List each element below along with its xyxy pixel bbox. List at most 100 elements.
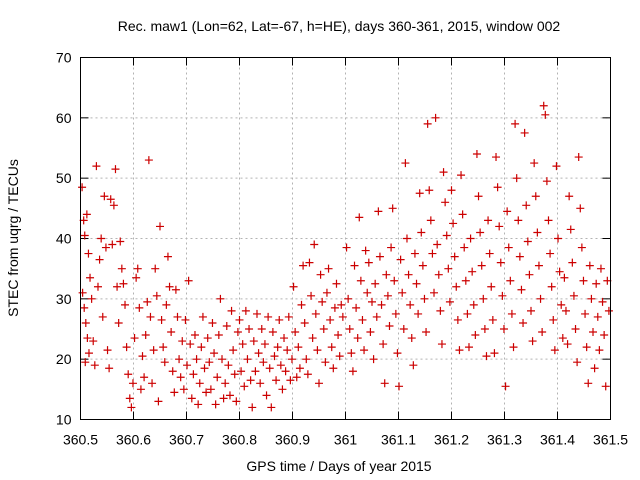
data-point (175, 355, 184, 364)
data-point (78, 183, 87, 192)
data-point (272, 376, 281, 385)
data-point (100, 192, 109, 201)
y-axis-label: STEC from uqrg / TECUs (5, 159, 21, 317)
data-point (128, 379, 137, 388)
data-point (168, 367, 177, 376)
x-tick-label: 361.5 (593, 432, 628, 448)
data-point (377, 300, 386, 309)
data-point (205, 358, 214, 367)
x-axis-ticks: 360.5 360.6 360.7 360.8 360.9 361 361.1 361.2 36… (63, 57, 628, 448)
data-point (84, 249, 93, 258)
data-point (428, 249, 437, 258)
data-point (152, 291, 161, 300)
data-point (267, 403, 276, 412)
data-point (363, 288, 372, 297)
data-point (268, 328, 277, 337)
data-point (286, 376, 295, 385)
data-point (103, 346, 112, 355)
data-point (406, 300, 415, 309)
data-point (187, 394, 196, 403)
data-point (83, 334, 92, 343)
data-point (198, 312, 207, 321)
data-point (200, 364, 209, 373)
data-point (480, 325, 489, 333)
data-point (496, 258, 505, 267)
data-point (379, 340, 388, 349)
data-point (458, 210, 467, 219)
data-point (248, 403, 257, 412)
data-point (466, 234, 475, 243)
data-point (352, 303, 361, 312)
data-point (311, 309, 320, 318)
data-point (113, 282, 122, 291)
data-point (589, 328, 598, 337)
data-point (308, 334, 317, 343)
x-tick-label: 360.5 (63, 432, 98, 448)
data-point (492, 153, 501, 162)
data-point (163, 252, 172, 261)
data-point (305, 258, 314, 267)
data-point (445, 297, 454, 306)
data-point (383, 291, 392, 300)
data-point (241, 306, 250, 315)
data-point (335, 352, 344, 361)
data-point (89, 337, 98, 346)
data-point (441, 198, 450, 207)
data-point (534, 261, 543, 270)
data-point (484, 216, 493, 225)
data-point (221, 379, 230, 388)
data-point (192, 355, 201, 364)
data-point (601, 382, 610, 391)
data-point (522, 201, 531, 210)
data-point (382, 270, 391, 279)
data-point (590, 364, 599, 373)
data-point (582, 343, 591, 352)
data-point (539, 101, 548, 110)
data-point (568, 258, 577, 267)
x-tick-label: 360.7 (169, 432, 204, 448)
data-point (348, 367, 357, 376)
data-point (127, 403, 136, 412)
data-point (278, 385, 287, 394)
data-point (364, 258, 373, 267)
data-point (511, 119, 520, 128)
data-point (385, 321, 394, 330)
data-point (119, 279, 128, 288)
data-point (598, 297, 607, 306)
data-point (356, 276, 365, 285)
data-point (479, 294, 488, 303)
data-point (315, 379, 323, 388)
data-point (442, 231, 451, 240)
data-point (170, 388, 179, 397)
data-point (355, 213, 364, 222)
data-point (506, 276, 515, 285)
y-tick-label: 10 (56, 412, 72, 428)
data-point (557, 300, 566, 309)
data-point (507, 309, 516, 318)
data-point (425, 186, 434, 195)
data-point (402, 234, 411, 243)
data-point (252, 309, 261, 318)
data-point (474, 192, 483, 201)
data-point (332, 279, 341, 288)
data-point (176, 373, 185, 382)
data-point (387, 243, 396, 252)
data-point (565, 192, 574, 201)
data-point (138, 352, 147, 361)
data-point (603, 276, 612, 285)
data-point (579, 276, 588, 285)
data-point (259, 358, 268, 367)
data-point (240, 382, 249, 391)
y-tick-label: 20 (56, 351, 72, 367)
data-point (276, 361, 285, 370)
data-point (347, 349, 356, 358)
data-point (569, 291, 578, 300)
data-point (114, 318, 123, 327)
data-point (125, 394, 134, 403)
data-point (488, 315, 497, 324)
data-point (178, 337, 187, 346)
data-point (183, 361, 192, 370)
data-point (430, 288, 439, 297)
